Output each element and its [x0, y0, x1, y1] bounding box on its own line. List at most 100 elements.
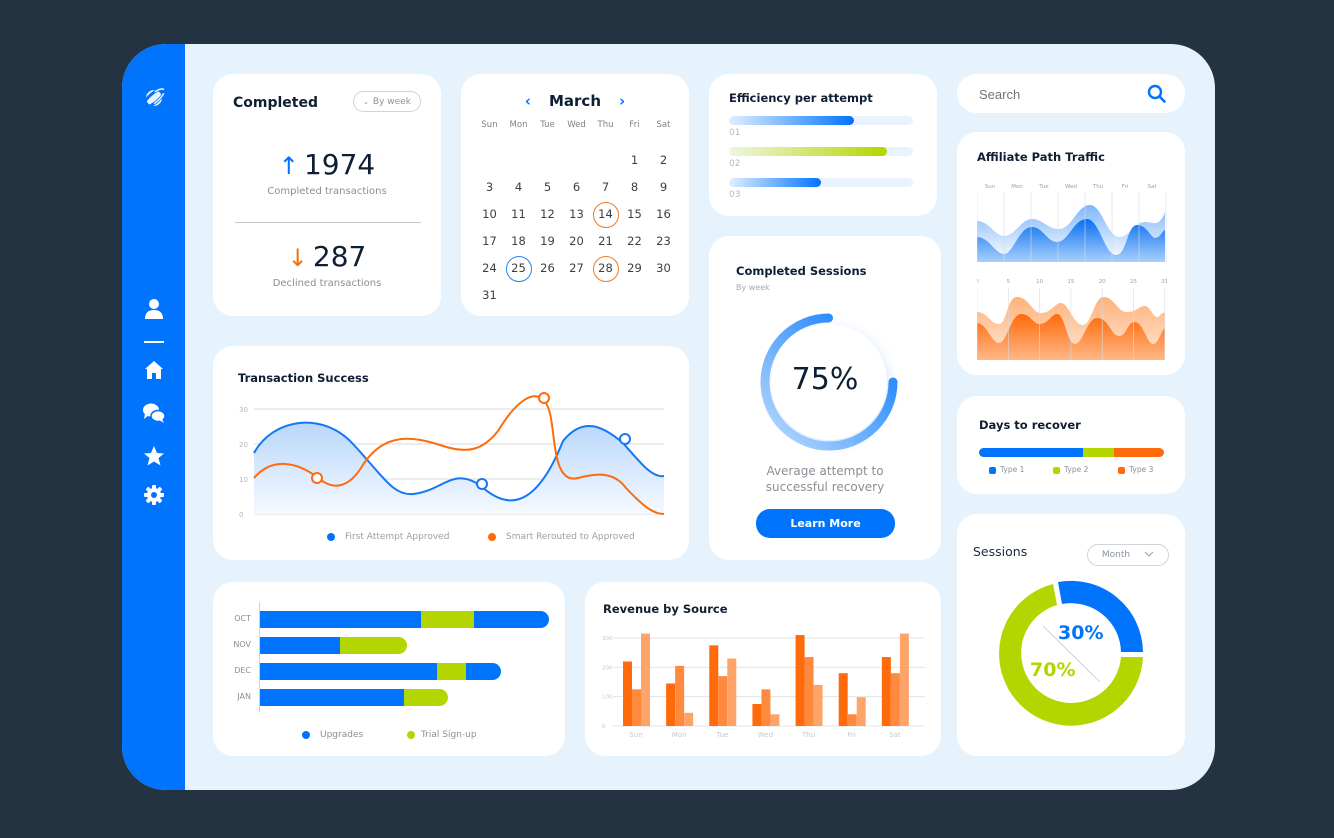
divider: [235, 222, 421, 223]
completed-label: Completed transactions: [267, 186, 387, 197]
calendar-day-22[interactable]: 22: [627, 234, 642, 248]
search-bar[interactable]: [957, 74, 1185, 113]
arrow-down-icon: ↓: [287, 244, 308, 272]
completed-stat: ↑ 1974: [278, 148, 376, 181]
learn-more-button[interactable]: Learn More: [756, 509, 895, 538]
calendar-day-5[interactable]: 5: [543, 180, 552, 194]
calendar-day-1[interactable]: 1: [630, 153, 639, 167]
calendar-day-26[interactable]: 26: [540, 261, 555, 275]
calendar-day-2[interactable]: 2: [659, 153, 668, 167]
gear-icon[interactable]: [141, 482, 167, 508]
bar-category-label: JAN: [237, 692, 251, 701]
card-title: Revenue by Source: [603, 602, 728, 616]
calendar-blank: [562, 147, 591, 174]
calendar-day-31[interactable]: 31: [482, 288, 497, 302]
user-icon[interactable]: [141, 296, 167, 322]
bar-row-nov: [260, 637, 407, 654]
legend-upgrades: Upgrades: [302, 730, 363, 740]
affiliate-area-chart: Sun Mon Tue Wed Thu Fri Sat 0 5 10 15 20 25 31: [977, 184, 1167, 360]
planet-icon[interactable]: [141, 85, 167, 111]
calendar-day-10[interactable]: 10: [482, 207, 497, 221]
bar-category-label: NOV: [233, 640, 251, 649]
calendar-day-7[interactable]: 7: [601, 180, 610, 194]
bar-segment: [340, 637, 407, 654]
efficiency-bar-label: 01: [729, 128, 741, 138]
calendar-day-25[interactable]: 25: [504, 255, 533, 282]
calendar-day-24[interactable]: 24: [482, 261, 497, 275]
svg-text:31: 31: [1161, 279, 1167, 285]
calendar-day-8[interactable]: 8: [630, 180, 639, 194]
bar-segment: [260, 663, 437, 680]
calendar-day-28[interactable]: 28: [591, 255, 620, 282]
calendar-day-12[interactable]: 12: [540, 207, 555, 221]
by-week-dropdown[interactable]: ⌄ By week: [353, 91, 421, 112]
bar-row-dec: [260, 663, 501, 680]
bar-segment: [260, 611, 421, 628]
calendar-day-13[interactable]: 13: [569, 207, 584, 221]
calendar-blank: [475, 147, 504, 174]
chevron-down-icon: [1144, 550, 1154, 560]
revenue-card: Revenue by Source 300 200 100 0 Sun Mon Tue Wed…: [585, 582, 941, 756]
star-icon[interactable]: [141, 443, 167, 469]
declined-stat: ↓ 287: [287, 240, 367, 273]
svg-text:0: 0: [602, 724, 606, 730]
svg-text:20: 20: [239, 441, 248, 449]
calendar-day-23[interactable]: 23: [656, 234, 671, 248]
legend-dot: [488, 532, 496, 541]
calendar-day-20[interactable]: 20: [569, 234, 584, 248]
calendar-day-14[interactable]: 14: [591, 201, 620, 228]
description-line2: successful recovery: [765, 480, 885, 494]
calendar-day-15[interactable]: 15: [627, 207, 642, 221]
month-dropdown[interactable]: Month: [1087, 544, 1169, 566]
segment-type1: [979, 448, 1083, 457]
chevron-right-icon[interactable]: ›: [619, 92, 626, 110]
weekday-label: Thu: [597, 120, 614, 130]
percent-value: 75%: [791, 362, 859, 397]
bar-row-jan: [260, 689, 448, 706]
sidebar: [122, 44, 185, 790]
completed-card: Completed ⌄ By week ↑ 1974 Completed tra…: [213, 74, 441, 316]
svg-text:Fri: Fri: [1122, 184, 1129, 190]
card-title: Completed Sessions: [736, 264, 867, 278]
svg-text:Tue: Tue: [715, 731, 728, 739]
calendar-day-27[interactable]: 27: [569, 261, 584, 275]
sessions-donut: [999, 580, 1143, 726]
calendar-day-17[interactable]: 17: [482, 234, 497, 248]
calendar-day-30[interactable]: 30: [656, 261, 671, 275]
efficiency-bar-track: [729, 147, 913, 156]
bar-category-label: OCT: [234, 614, 251, 623]
weekday-label: Tue: [540, 120, 555, 130]
home-icon[interactable]: [141, 357, 167, 383]
calendar-header: ‹ March ›: [461, 92, 689, 110]
svg-text:Thu: Thu: [1092, 184, 1103, 190]
donut-label-70: 70%: [1030, 659, 1076, 681]
calendar-day-19[interactable]: 19: [540, 234, 555, 248]
calendar-day-11[interactable]: 11: [511, 207, 526, 221]
description-line1: Average attempt to: [766, 464, 884, 478]
calendar-day-18[interactable]: 18: [511, 234, 526, 248]
chat-icon[interactable]: [141, 400, 167, 426]
bar-segment: [466, 663, 501, 680]
svg-text:200: 200: [602, 665, 613, 671]
calendar-day-21[interactable]: 21: [598, 234, 613, 248]
efficiency-bar-label: 02: [729, 159, 741, 169]
revenue-bar-chart: 300 200 100 0 Sun Mon Tue Wed Thu Fri Sat: [602, 633, 925, 739]
legend-type1: Type 1: [989, 465, 1024, 474]
weekday-label: Fri: [629, 120, 640, 130]
calendar-day-3[interactable]: 3: [485, 180, 494, 194]
calendar-day-6[interactable]: 6: [572, 180, 581, 194]
chevron-left-icon[interactable]: ‹: [524, 92, 531, 110]
calendar-day-9[interactable]: 9: [659, 180, 668, 194]
calendar-day-29[interactable]: 29: [627, 261, 642, 275]
calendar-day-16[interactable]: 16: [656, 207, 671, 221]
completed-sessions-card: Completed Sessions By week 75% Average a…: [709, 236, 941, 560]
calendar-day-4[interactable]: 4: [514, 180, 523, 194]
search-icon[interactable]: [1147, 84, 1166, 107]
search-input[interactable]: [979, 83, 1139, 105]
svg-text:Mon: Mon: [672, 731, 687, 739]
legend-first-attempt: First Attempt Approved: [327, 532, 449, 542]
svg-text:Sat: Sat: [889, 731, 901, 739]
svg-text:Fri: Fri: [848, 731, 856, 739]
chevron-down-icon: ⌄: [363, 97, 369, 106]
calendar-month: March: [548, 92, 602, 110]
